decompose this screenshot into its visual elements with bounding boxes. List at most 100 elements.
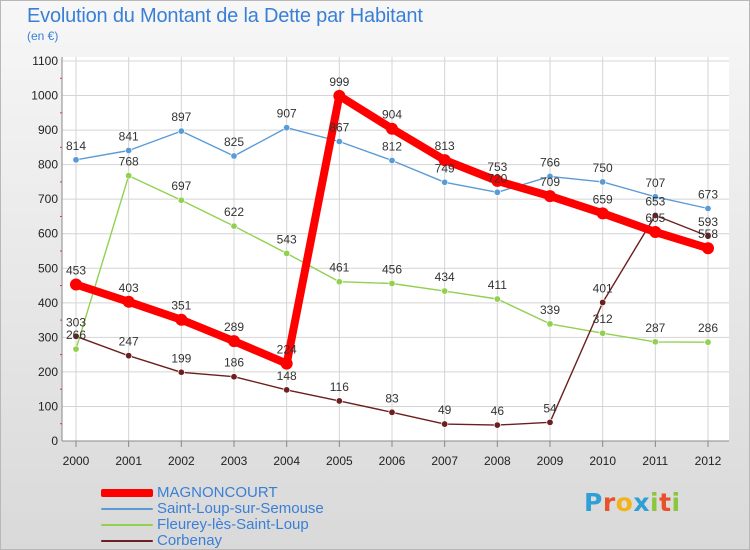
legend-item: MAGNONCOURT xyxy=(101,485,324,501)
legend-label: Corbenay xyxy=(157,532,223,549)
data-point xyxy=(280,357,293,370)
data-label: 907 xyxy=(277,107,297,121)
data-label: 401 xyxy=(593,281,613,295)
data-label: 543 xyxy=(277,232,297,246)
data-point xyxy=(651,211,659,219)
data-label: 825 xyxy=(224,135,244,149)
x-tick-label: 2011 xyxy=(642,454,668,468)
data-point xyxy=(438,154,451,167)
data-label: 289 xyxy=(224,320,244,334)
data-label: 593 xyxy=(698,215,718,229)
legend: MAGNONCOURT Saint-Loup-sur-Semouse Fleurey… xyxy=(101,485,324,549)
data-point xyxy=(388,408,396,416)
data-label: 558 xyxy=(698,227,718,241)
proxiti-logo: Proxiti xyxy=(584,488,681,517)
y-tick-label: 0 xyxy=(51,434,58,448)
x-tick-label: 2005 xyxy=(326,454,353,468)
legend-swatch xyxy=(101,489,153,497)
data-point xyxy=(596,207,609,220)
data-point xyxy=(493,188,501,196)
data-label: 897 xyxy=(171,110,191,124)
data-point xyxy=(228,335,240,348)
data-point xyxy=(544,190,556,203)
legend-swatch xyxy=(101,508,153,510)
y-tick-label: 1000 xyxy=(31,89,58,103)
data-label: 749 xyxy=(435,161,455,175)
x-tick-label: 2007 xyxy=(431,454,458,468)
data-label: 456 xyxy=(382,262,402,276)
data-point xyxy=(441,287,449,295)
data-label: 116 xyxy=(330,380,349,394)
logo-letter: t xyxy=(659,488,672,517)
legend-swatch xyxy=(101,524,153,526)
y-tick-label: 300 xyxy=(38,330,58,344)
data-point xyxy=(283,386,291,394)
data-label: 841 xyxy=(119,129,139,143)
data-point xyxy=(175,313,188,326)
data-point xyxy=(651,338,659,346)
data-label: 403 xyxy=(119,281,139,295)
data-point xyxy=(599,329,607,337)
data-label: 812 xyxy=(382,139,402,153)
data-label: 247 xyxy=(119,335,139,349)
data-point xyxy=(335,397,343,405)
y-tick-label: 400 xyxy=(38,296,58,310)
x-tick-label: 2010 xyxy=(589,454,616,468)
data-point xyxy=(704,205,712,213)
data-label: 312 xyxy=(593,312,613,326)
data-point xyxy=(283,124,291,132)
data-label: 46 xyxy=(491,404,505,418)
x-tick-label: 2012 xyxy=(695,454,722,468)
data-label: 434 xyxy=(435,270,455,284)
x-tick-label: 2004 xyxy=(273,454,300,468)
logo-letter: i xyxy=(650,488,660,517)
y-tick-label: 1100 xyxy=(32,54,58,68)
data-label: 622 xyxy=(224,205,244,219)
data-label: 287 xyxy=(645,321,665,335)
data-label: 766 xyxy=(540,155,560,169)
data-label: 49 xyxy=(438,403,452,417)
x-tick-label: 2000 xyxy=(63,454,90,468)
data-label: 814 xyxy=(66,139,86,153)
x-tick-label: 2003 xyxy=(221,454,248,468)
legend-swatch xyxy=(101,540,153,542)
data-label: 750 xyxy=(593,161,613,175)
data-label: 54 xyxy=(543,401,557,415)
data-point xyxy=(125,172,133,180)
data-point xyxy=(177,196,185,204)
data-point xyxy=(546,172,554,180)
data-label: 605 xyxy=(645,211,665,225)
data-point xyxy=(72,332,80,340)
data-point xyxy=(649,226,662,238)
logo-letter: x xyxy=(633,488,650,517)
data-point xyxy=(546,320,554,328)
data-label: 707 xyxy=(645,176,665,190)
logo-letter: i xyxy=(671,488,681,517)
data-label: 186 xyxy=(224,356,244,370)
chart-unit: (en €) xyxy=(27,29,59,43)
data-label: 659 xyxy=(593,192,613,206)
data-label: 999 xyxy=(329,75,349,89)
data-point xyxy=(335,137,343,145)
data-label: 709 xyxy=(540,175,560,189)
data-label: 83 xyxy=(385,391,399,405)
legend-label: Fleurey-lès-Saint-Loup xyxy=(157,516,309,533)
legend-label: MAGNONCOURT xyxy=(157,484,278,501)
data-label: 653 xyxy=(645,194,665,208)
data-label: 461 xyxy=(329,261,349,275)
data-point xyxy=(599,298,607,306)
data-point xyxy=(70,278,82,291)
data-point xyxy=(125,146,133,154)
data-label: 286 xyxy=(698,321,718,335)
data-label: 148 xyxy=(277,369,297,383)
data-label: 453 xyxy=(66,264,86,278)
data-label: 673 xyxy=(698,188,718,202)
data-label: 411 xyxy=(488,278,507,292)
data-point xyxy=(230,222,238,230)
x-tick-label: 2001 xyxy=(115,454,142,468)
data-point xyxy=(177,127,185,135)
logo-letter: P xyxy=(584,488,603,517)
data-point xyxy=(493,421,501,429)
data-point xyxy=(546,418,554,426)
